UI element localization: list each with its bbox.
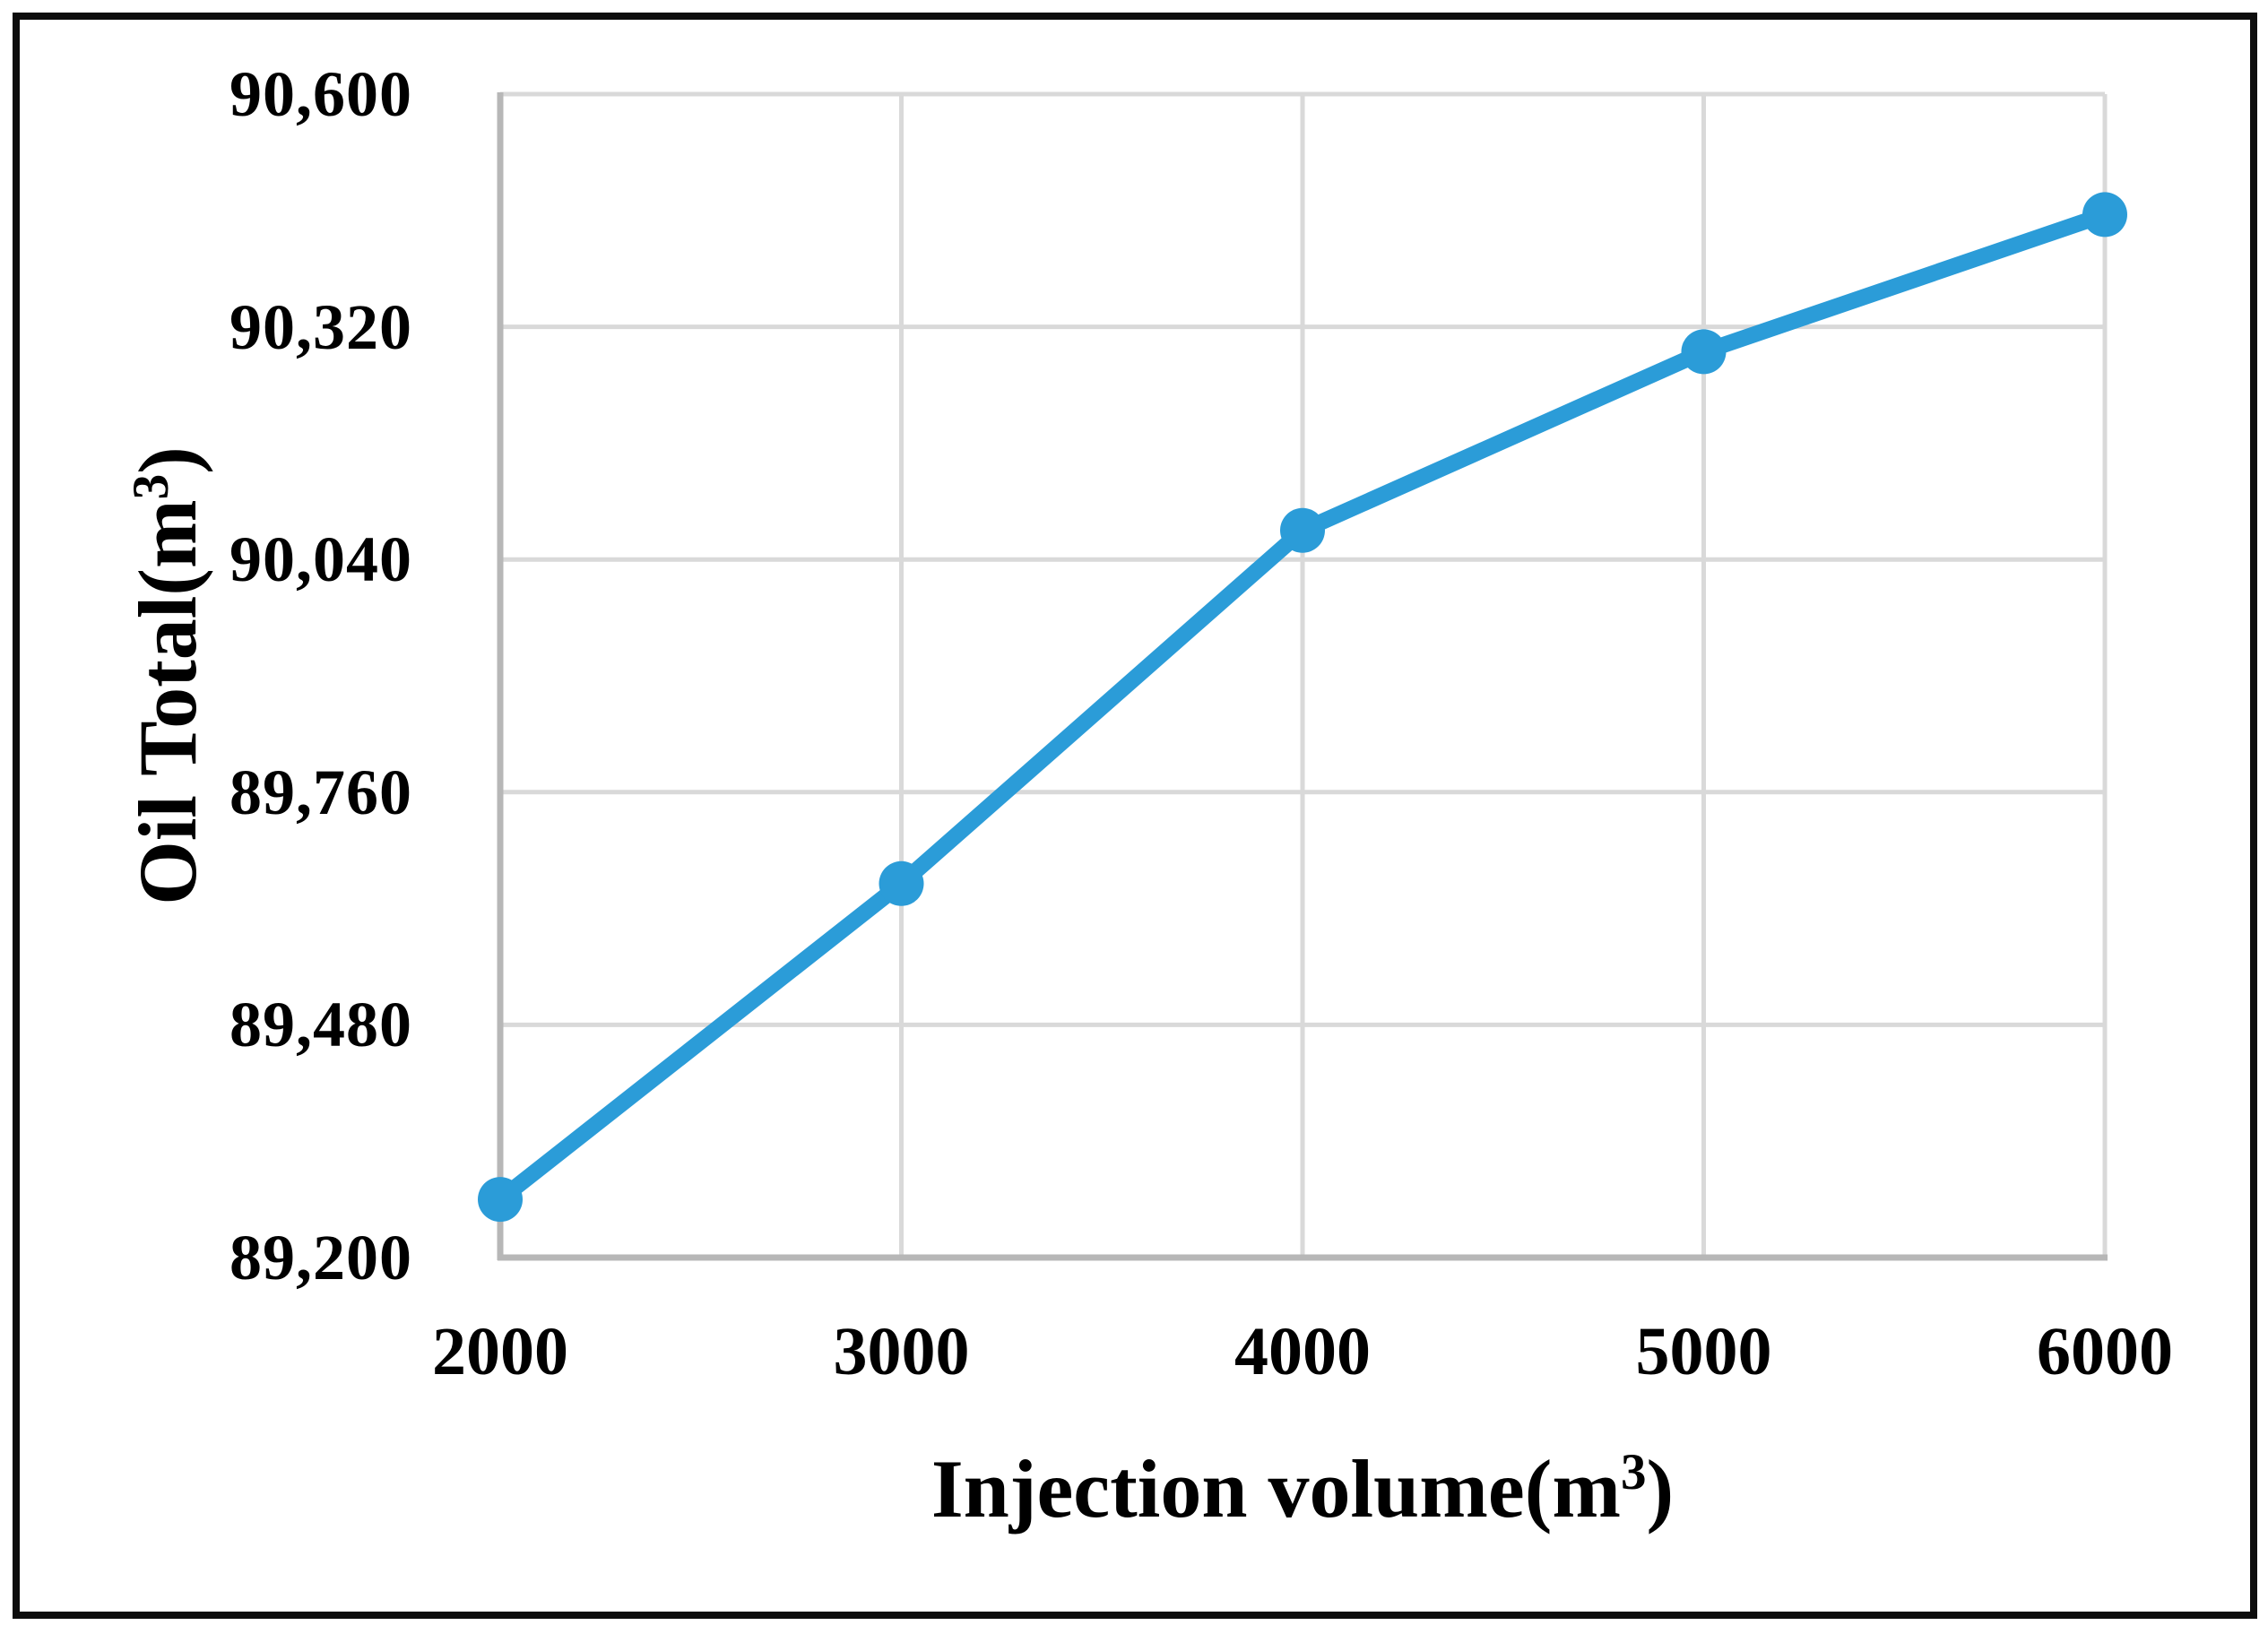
y-axis-title: Oil Total(m3) bbox=[120, 4, 213, 1348]
x-axis-title-text-close: ) bbox=[1646, 1443, 1675, 1535]
y-axis-title-text-close: ) bbox=[122, 446, 213, 474]
data-point bbox=[1280, 507, 1325, 553]
y-axis-title-superscript: 3 bbox=[122, 473, 179, 500]
data-point bbox=[879, 860, 924, 906]
data-point bbox=[1681, 329, 1727, 375]
x-axis-title-superscript: 3 bbox=[1620, 1443, 1647, 1500]
y-axis-title-text: Oil Total(m bbox=[122, 499, 213, 905]
figure-border bbox=[13, 13, 2257, 1619]
data-point bbox=[2082, 192, 2127, 238]
x-axis-title: Injection volume(m3) bbox=[500, 1441, 2105, 1536]
x-axis-title-text: Injection volume(m bbox=[931, 1443, 1621, 1535]
data-point bbox=[478, 1177, 523, 1223]
